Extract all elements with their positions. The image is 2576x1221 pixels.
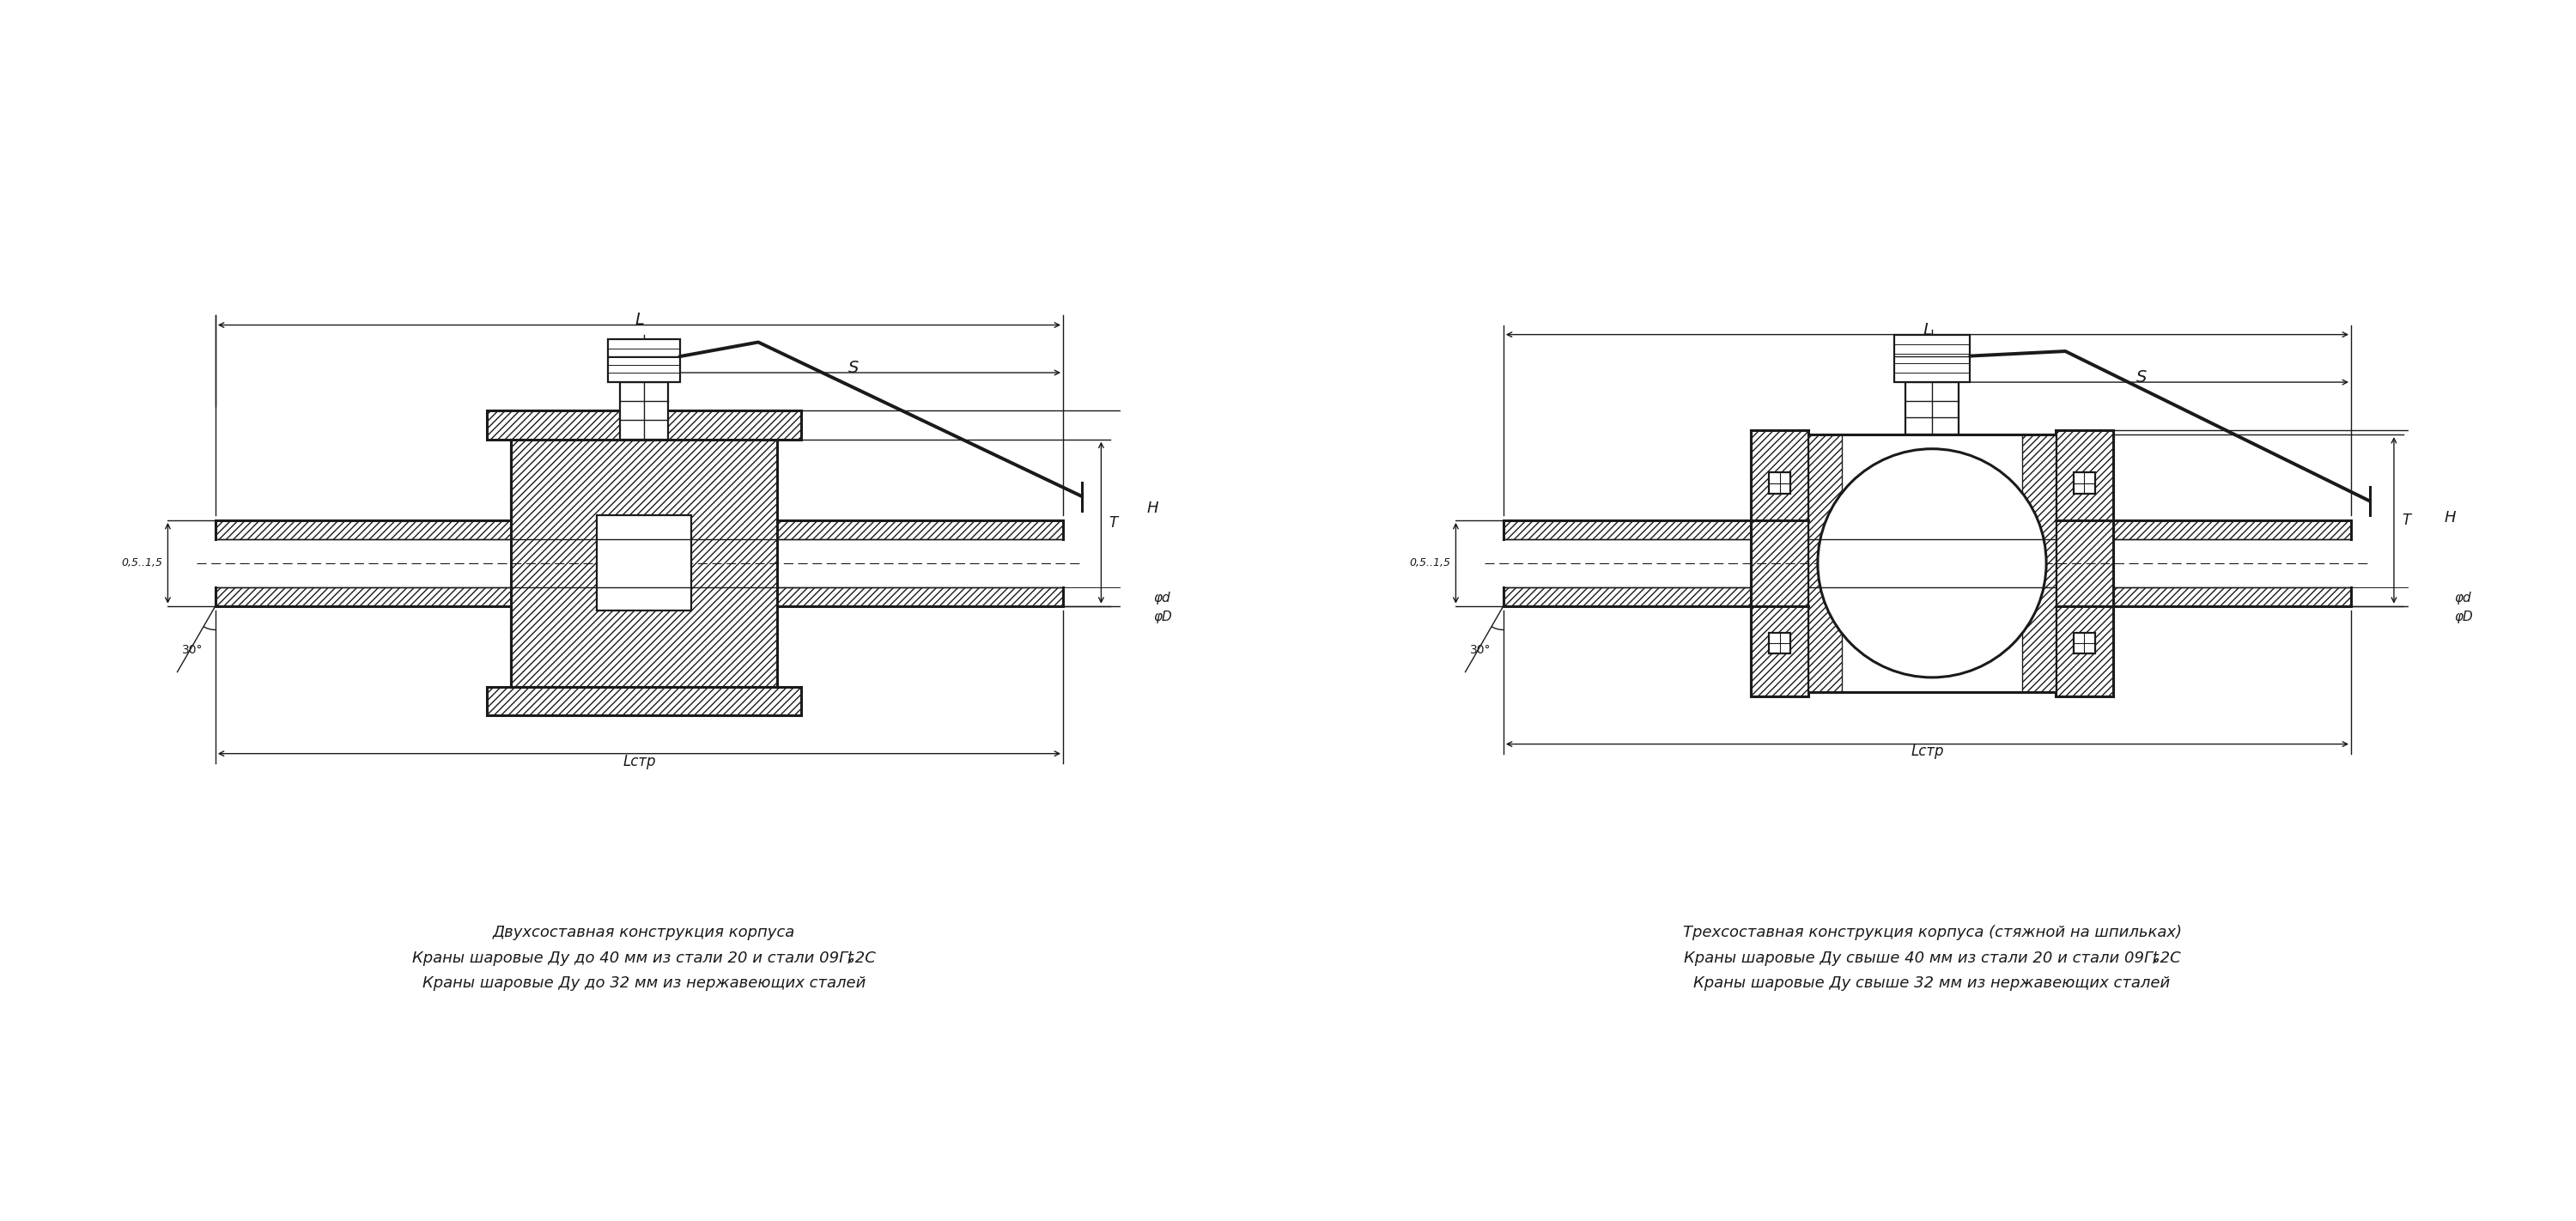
- Polygon shape: [1770, 473, 1790, 493]
- Text: φd: φd: [1154, 592, 1170, 604]
- Polygon shape: [2022, 435, 2056, 691]
- Text: φD: φD: [2455, 610, 2473, 624]
- Circle shape: [1819, 449, 2045, 678]
- Text: T: T: [1108, 515, 1118, 530]
- Polygon shape: [598, 515, 690, 610]
- Polygon shape: [2074, 473, 2094, 493]
- Polygon shape: [2056, 430, 2112, 696]
- Polygon shape: [621, 382, 667, 440]
- Polygon shape: [510, 440, 778, 687]
- Polygon shape: [1752, 430, 1808, 696]
- Polygon shape: [2112, 520, 2352, 540]
- Text: 30°: 30°: [1471, 645, 1492, 656]
- Polygon shape: [216, 520, 510, 540]
- Text: φd: φd: [2455, 592, 2470, 604]
- Text: Lстр: Lстр: [1911, 744, 1945, 759]
- Polygon shape: [778, 520, 1064, 540]
- Text: Lстр: Lстр: [623, 753, 657, 769]
- Text: 0,5..1,5: 0,5..1,5: [121, 558, 162, 569]
- Text: 30°: 30°: [183, 645, 204, 656]
- Polygon shape: [1504, 587, 1752, 606]
- Text: L: L: [1922, 321, 1932, 338]
- Text: Двухсоставная конструкция корпуса
Краны шаровые Ду до 40 мм из стали 20 и стали : Двухсоставная конструкция корпуса Краны …: [412, 926, 876, 990]
- Polygon shape: [1906, 382, 1958, 435]
- Polygon shape: [487, 410, 801, 440]
- Text: S: S: [2136, 369, 2146, 386]
- Polygon shape: [1808, 435, 2056, 691]
- Text: L: L: [634, 313, 644, 328]
- Polygon shape: [487, 687, 801, 716]
- Polygon shape: [1893, 335, 1971, 382]
- Text: 0,5..1,5: 0,5..1,5: [1409, 558, 1450, 569]
- Text: H: H: [2445, 510, 2455, 525]
- Polygon shape: [1808, 435, 1842, 691]
- Polygon shape: [1504, 520, 1752, 540]
- Polygon shape: [629, 382, 659, 440]
- Polygon shape: [1770, 632, 1790, 653]
- Polygon shape: [1917, 382, 1947, 435]
- Polygon shape: [2074, 632, 2094, 653]
- Text: φD: φD: [1154, 610, 1172, 624]
- Text: H: H: [1146, 501, 1159, 516]
- Polygon shape: [778, 587, 1064, 606]
- Polygon shape: [608, 339, 680, 382]
- Text: Трехсоставная конструкция корпуса (стяжной на шпильках)
Краны шаровые Ду свыше 4: Трехсоставная конструкция корпуса (стяжн…: [1682, 926, 2182, 990]
- Polygon shape: [216, 587, 510, 606]
- Text: T: T: [2401, 513, 2411, 527]
- Polygon shape: [2112, 587, 2352, 606]
- Text: S: S: [848, 360, 858, 376]
